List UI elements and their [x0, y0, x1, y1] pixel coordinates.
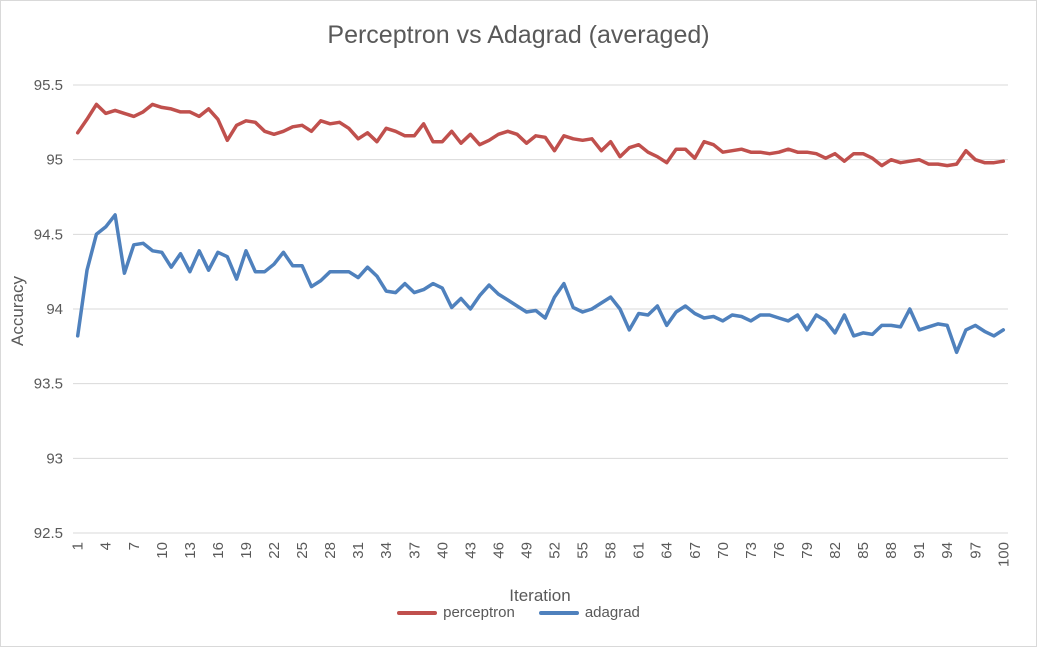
- x-axis-title: Iteration: [509, 586, 570, 605]
- legend-item-adagrad: adagrad: [538, 604, 640, 621]
- x-tick-label: 25: [294, 542, 311, 559]
- y-tick-label: 94.5: [34, 226, 63, 243]
- x-tick-label: 70: [715, 542, 732, 559]
- x-tick-label: 97: [967, 542, 984, 559]
- x-tick-label: 49: [518, 542, 535, 559]
- x-tick-label: 52: [547, 542, 564, 559]
- x-tick-label: 16: [210, 542, 227, 559]
- y-axis-title: Accuracy: [8, 276, 27, 346]
- y-tick-label: 94: [46, 301, 63, 318]
- x-tick-label: 88: [883, 542, 900, 559]
- x-tick-label: 91: [911, 542, 928, 559]
- x-tick-label: 40: [434, 542, 451, 559]
- y-tick-label: 95: [46, 152, 63, 169]
- x-tick-label: 19: [238, 542, 255, 559]
- series-line-adagrad: [75, 213, 1006, 355]
- x-tick-label: 43: [462, 542, 479, 559]
- legend: perceptron adagrad: [0, 604, 1037, 621]
- x-tick-label: 28: [322, 542, 339, 559]
- x-tick-label: 31: [350, 542, 367, 559]
- x-tick-label: 73: [743, 542, 760, 559]
- y-tick-label: 93.5: [34, 376, 63, 393]
- x-tick-label: 79: [799, 542, 816, 559]
- x-tick-label: 82: [827, 542, 844, 559]
- x-tick-label: 67: [687, 542, 704, 559]
- grid-lines: [73, 84, 1008, 534]
- x-tick-label: 85: [855, 542, 872, 559]
- x-tick-label: 1: [70, 542, 87, 550]
- legend-label-perceptron: perceptron: [443, 604, 515, 621]
- legend-item-perceptron: perceptron: [397, 604, 515, 621]
- x-tick-label: 76: [771, 542, 788, 559]
- legend-label-adagrad: adagrad: [584, 604, 640, 621]
- x-tick-label: 10: [154, 542, 171, 559]
- y-axis-ticks: 92.5 93 93.5 94 94.5 95 95.5: [34, 77, 63, 542]
- x-tick-label: 55: [575, 542, 592, 559]
- x-tick-label: 64: [659, 542, 676, 559]
- x-tick-label: 58: [603, 542, 620, 559]
- x-tick-label: 7: [126, 542, 143, 550]
- y-tick-label: 93: [46, 450, 63, 467]
- x-tick-label: 22: [266, 542, 283, 559]
- x-tick-label: 37: [406, 542, 423, 559]
- x-tick-label: 94: [939, 542, 956, 559]
- series-line-perceptron: [75, 102, 1006, 168]
- y-tick-label: 92.5: [34, 525, 63, 542]
- x-tick-label: 13: [182, 542, 199, 559]
- y-tick-label: 95.5: [34, 77, 63, 94]
- x-tick-label: 100: [995, 542, 1012, 567]
- x-tick-label: 4: [98, 542, 115, 550]
- x-axis-ticks: 1 4 7 10 13 16 19 22 25 28 31 34 37 40 43 46 49 52 55 58 61 6…: [70, 542, 1013, 567]
- chart-title: Perceptron vs Adagrad (averaged): [327, 21, 710, 49]
- legend-swatch-adagrad: [538, 610, 579, 615]
- x-tick-label: 34: [378, 542, 395, 559]
- series-lines: [75, 102, 1006, 355]
- x-tick-label: 61: [631, 542, 648, 559]
- legend-swatch-perceptron: [397, 610, 438, 615]
- x-tick-label: 46: [490, 542, 507, 559]
